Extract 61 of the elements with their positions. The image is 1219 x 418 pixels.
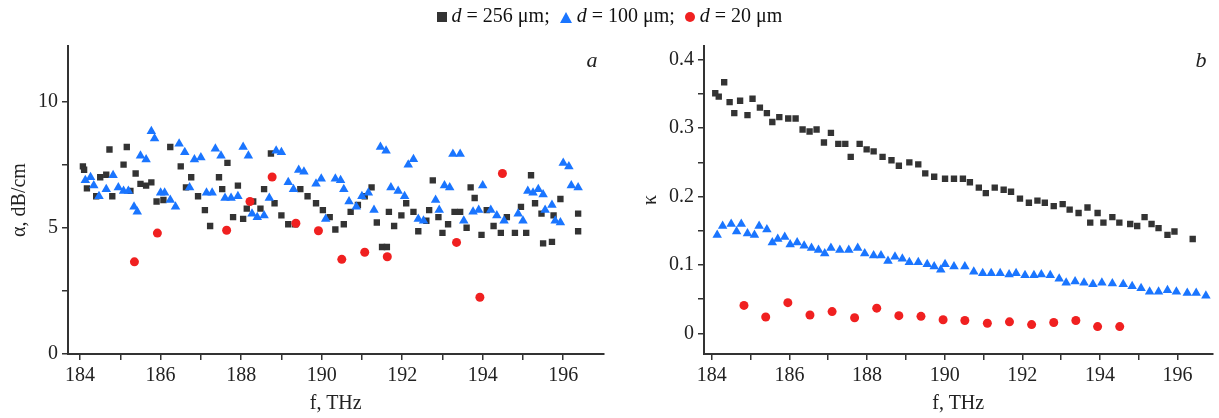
- y-tick-label: 0.2: [669, 183, 694, 206]
- y-tick-label: 5: [48, 215, 58, 238]
- point: [739, 300, 749, 310]
- point: [850, 313, 860, 323]
- legend-label: d = 100 μm;: [576, 4, 675, 26]
- point: [452, 237, 462, 247]
- y-tick-label: 0.3: [669, 115, 694, 138]
- x-tick-label: 192: [387, 363, 418, 386]
- point: [1071, 315, 1081, 325]
- point: [129, 257, 139, 267]
- y-tick-label: 0: [48, 341, 58, 364]
- point: [960, 315, 970, 325]
- legend-label: d = 20 μm: [699, 4, 783, 26]
- y-tick-label: 0.1: [669, 252, 694, 275]
- point: [337, 254, 347, 264]
- x-tick-label: 186: [774, 363, 805, 386]
- y-axis-title: κ: [638, 194, 661, 206]
- point: [827, 307, 837, 317]
- point: [1093, 322, 1103, 332]
- annotation: a: [586, 46, 598, 72]
- point: [313, 226, 323, 236]
- point: [1027, 320, 1037, 330]
- point: [872, 303, 882, 313]
- y-tick-label: 0: [684, 320, 694, 343]
- y-tick-label: 0.4: [669, 46, 694, 69]
- point: [916, 311, 926, 321]
- point: [805, 310, 815, 320]
- point: [382, 252, 392, 262]
- point: [222, 225, 232, 235]
- point: [245, 197, 255, 207]
- x-tick-label: 190: [306, 363, 337, 386]
- point: [761, 312, 771, 322]
- point: [497, 168, 507, 178]
- x-tick-label: 196: [1162, 363, 1193, 386]
- x-tick-label: 194: [1084, 363, 1115, 386]
- x-tick-label: 192: [1007, 363, 1038, 386]
- point: [360, 247, 370, 257]
- y-axis-title: α, dB/cm: [7, 162, 30, 237]
- x-tick-label: 196: [548, 363, 579, 386]
- x-axis-title: f, THz: [309, 391, 362, 414]
- point: [938, 315, 948, 325]
- x-tick-label: 190: [929, 363, 960, 386]
- x-tick-label: 184: [696, 363, 727, 386]
- x-axis-title: f, THz: [932, 391, 985, 414]
- point: [1115, 322, 1125, 332]
- point: [475, 292, 485, 302]
- y-tick-label: 10: [38, 88, 58, 111]
- point: [1004, 317, 1014, 327]
- x-tick-label: 188: [852, 363, 883, 386]
- point: [783, 298, 793, 308]
- x-tick-label: 188: [226, 363, 257, 386]
- x-tick-label: 194: [467, 363, 498, 386]
- point: [894, 311, 904, 321]
- point: [267, 172, 277, 182]
- x-tick-label: 186: [145, 363, 176, 386]
- x-tick-label: 184: [65, 363, 96, 386]
- point: [1049, 318, 1059, 328]
- legend-label: d = 256 μm;: [451, 4, 550, 26]
- annotation: b: [1195, 46, 1207, 72]
- point: [982, 318, 992, 328]
- point: [152, 228, 162, 238]
